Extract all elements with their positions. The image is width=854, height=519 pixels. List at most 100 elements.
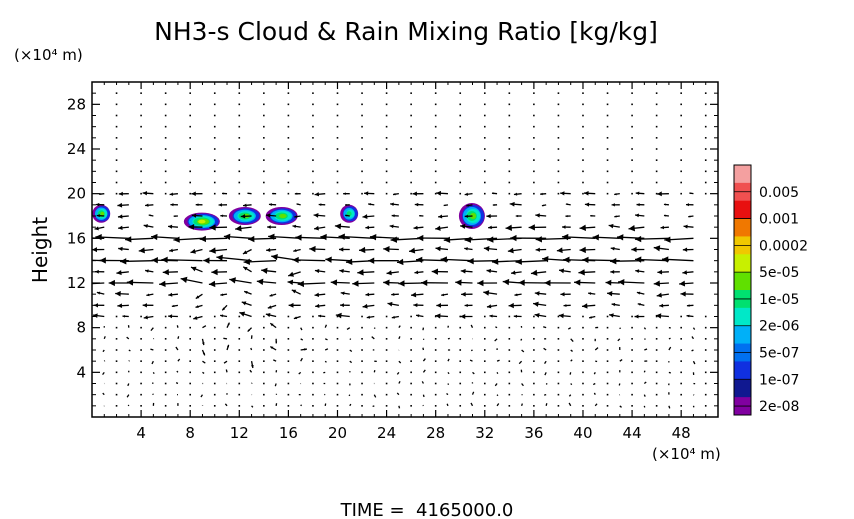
x-tick-label: 36 [524,424,543,442]
calm-dot [287,315,290,318]
calm-dot [631,393,633,396]
wind-arrow [628,225,645,232]
calm-dot [655,148,658,150]
calm-dot [238,170,241,173]
calm-dot [140,170,142,173]
wind-arrow [398,325,401,329]
calm-dot [385,382,388,385]
calm-dot [631,103,633,106]
wind-arrow [339,268,350,274]
wind-arrow [118,246,129,252]
wind-arrow [574,279,596,286]
calm-dot [557,125,560,128]
calm-dot [680,315,682,318]
calm-dot [582,103,584,106]
calm-dot [410,170,412,173]
calm-dot [655,360,658,362]
calm-dot [582,148,584,150]
x-tick-label: 24 [377,424,396,442]
calm-dot [385,125,388,128]
wind-arrow [175,346,179,351]
calm-dot [164,192,167,195]
wind-arrow [251,405,254,408]
wind-arrow [242,203,252,208]
calm-dot [582,170,584,173]
wind-arrow [570,349,573,352]
wind-arrow [314,192,326,197]
wind-arrow [373,370,376,373]
calm-dot [312,192,314,195]
calm-dot [557,326,560,329]
calm-dot [557,137,560,139]
wind-arrow [372,405,375,408]
calm-dot [336,170,339,173]
wind-arrow [269,293,277,297]
calm-dot [385,326,388,329]
calm-dot [459,192,462,195]
wind-arrow [563,304,571,307]
calm-dot [287,181,290,184]
colorbar-swatch [734,200,751,220]
calm-dot [631,326,633,329]
calm-dot [312,338,314,340]
cloud-patch [183,212,220,231]
wind-arrow [256,278,277,285]
calm-dot [361,393,363,396]
calm-dot [434,338,437,340]
calm-dot [582,192,584,195]
wind-arrow [127,383,130,387]
wind-arrow [569,372,572,375]
calm-dot [508,393,511,396]
calm-dot [410,114,412,117]
wind-arrow [446,403,449,407]
wind-arrow [664,236,694,243]
wind-arrow [94,226,105,231]
calm-dot [140,371,142,374]
wind-arrow [203,257,228,264]
calm-dot [533,181,535,184]
calm-dot [459,382,462,385]
calm-dot [704,371,707,374]
calm-dot [385,360,388,362]
calm-dot [140,192,142,195]
wind-arrow [657,269,669,275]
calm-dot [140,360,142,362]
wind-arrow [446,392,449,396]
calm-dot [336,125,339,128]
calm-dot [213,170,216,173]
wind-arrow [95,269,105,274]
wind-arrow [324,348,329,351]
wind-arrow [339,247,350,252]
wind-arrow [128,360,130,362]
calm-dot [213,393,216,396]
calm-dot [189,326,191,329]
wind-arrow [173,215,178,217]
wind-arrow [544,360,547,364]
calm-dot [164,338,167,340]
wind-arrow [686,304,694,307]
calm-dot [312,148,314,150]
wind-arrow [543,326,547,329]
calm-dot [312,125,314,128]
wind-arrow [176,370,179,373]
calm-dot [287,371,290,374]
wind-arrow [588,292,596,296]
x-tick-label: 44 [623,424,642,442]
calm-dot [312,349,314,351]
wind-arrow [222,192,228,195]
wind-arrow [565,203,571,206]
calm-dot [680,371,682,374]
calm-dot [704,382,707,385]
calm-dot [140,315,142,318]
calm-dot [312,170,314,173]
wind-arrow [339,303,350,308]
wind-arrow [294,192,301,195]
calm-dot [410,103,412,106]
calm-dot [336,137,339,139]
calm-dot [680,181,682,184]
calm-dot [631,405,633,407]
calm-dot [189,382,191,385]
wind-arrow [118,225,129,230]
colorbar-label: 1e-05 [759,292,799,308]
wind-arrow [243,258,277,265]
